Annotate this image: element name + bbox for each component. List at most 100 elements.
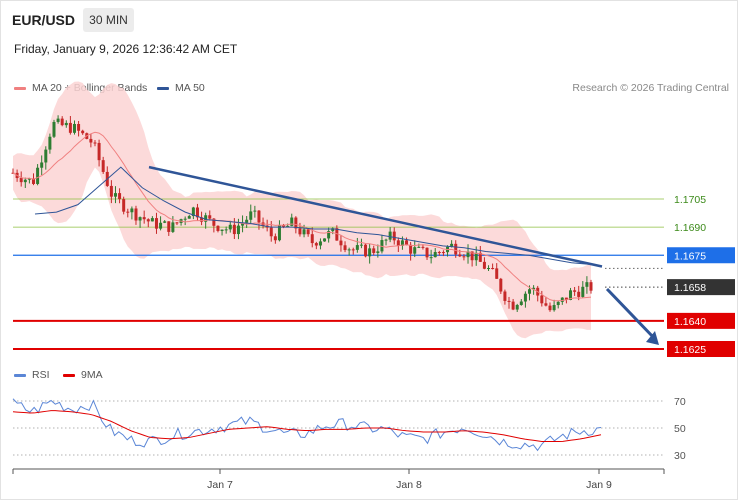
x-tick-label: Jan 9: [586, 479, 612, 491]
candle-body: [72, 123, 76, 133]
candle-body: [294, 217, 298, 229]
candle-body: [109, 185, 113, 197]
candle-body: [515, 304, 519, 310]
candle-body: [314, 243, 318, 246]
candle-body: [232, 224, 236, 235]
candle-body: [437, 252, 441, 254]
candle-body: [228, 224, 232, 230]
candle-body: [413, 247, 417, 254]
candle-body: [191, 207, 195, 217]
candle-body: [487, 268, 491, 270]
ma20-swatch: [14, 86, 26, 90]
candle-body: [249, 211, 253, 220]
candle-body: [220, 229, 224, 231]
candle-body: [19, 178, 23, 183]
candle-body: [60, 118, 64, 126]
candle-body: [376, 251, 380, 253]
candle-body: [462, 256, 466, 258]
candle-body: [163, 221, 167, 223]
candle-body: [286, 225, 290, 227]
candle-body: [122, 199, 126, 212]
candle-body: [257, 210, 261, 223]
candle-body: [183, 218, 187, 220]
credit-text: Research © 2026 Trading Central: [572, 82, 729, 94]
projection-arrow-shaft: [605, 287, 657, 341]
level-label-box-1.1675: [667, 247, 735, 264]
candle-body: [138, 217, 142, 221]
candle-body: [585, 282, 589, 287]
level-label-1.1640: 1.1640: [674, 316, 706, 328]
legend-rsi: RSI: [14, 369, 50, 381]
candle-body: [364, 244, 368, 257]
legend-ma50: MA 50: [157, 82, 205, 94]
level-label-box-1.1640: [667, 312, 735, 329]
timestamp: Friday, January 9, 2026 12:36:42 AM CET: [14, 42, 238, 56]
candle-body: [327, 231, 331, 239]
rsi-swatch: [14, 373, 26, 377]
candle-body: [200, 217, 204, 222]
candle-body: [355, 245, 359, 250]
candle-body: [417, 246, 421, 248]
candle-body: [589, 282, 593, 291]
candle-body: [454, 243, 458, 255]
candle-body: [204, 215, 208, 222]
candle-body: [339, 240, 343, 246]
candle-body: [101, 160, 105, 172]
candle-body: [241, 222, 245, 226]
candle-body: [528, 289, 532, 294]
candle-body: [470, 251, 474, 261]
rsi-ma-line: [12, 410, 602, 442]
candle-body: [36, 167, 40, 184]
candle-body: [573, 290, 577, 292]
ma20-line: [12, 131, 592, 302]
candle-body: [450, 243, 454, 247]
rsi-panel: 70 50 30: [12, 396, 686, 462]
candle-body: [429, 257, 433, 259]
candle-body: [27, 178, 31, 180]
candle-body: [68, 122, 72, 133]
candle-body: [150, 218, 154, 222]
candle-body: [159, 222, 163, 229]
candle-body: [388, 231, 392, 240]
candle-body: [458, 254, 462, 257]
candle-body: [89, 138, 93, 143]
candle-body: [44, 149, 48, 163]
candle-body: [503, 291, 507, 301]
candle-body: [532, 287, 536, 290]
bollinger-band-area: [13, 81, 591, 339]
candle-body: [548, 305, 552, 311]
candle-body: [409, 244, 413, 254]
candle-body: [569, 290, 573, 300]
level-label-box-1.1625: [667, 341, 735, 357]
candle-body: [23, 179, 27, 183]
candle-body: [372, 248, 376, 253]
candle-body: [146, 219, 150, 222]
candle-body: [253, 210, 257, 212]
indicator-lines: [12, 131, 659, 345]
candle-body: [302, 229, 306, 235]
rsi-ma-swatch: [63, 373, 75, 377]
candle-body: [269, 227, 273, 237]
candle-body: [273, 236, 277, 241]
candle-body: [318, 241, 322, 246]
level-label-1.1675: 1.1675: [674, 250, 706, 262]
candle-body: [323, 238, 327, 242]
candle-body: [208, 215, 212, 219]
rsi-level-label-70: 70: [674, 396, 686, 408]
candle-body: [282, 225, 286, 227]
x-tick-label: Jan 8: [396, 479, 422, 491]
candle-body: [540, 295, 544, 304]
candle-body: [491, 268, 495, 270]
symbol-title: EUR/USD: [12, 12, 76, 28]
legend-rsi-ma: 9MA: [63, 369, 103, 381]
x-tick-label: Jan 7: [207, 479, 233, 491]
level-label-1.1625: 1.1625: [674, 344, 706, 356]
candle-body: [577, 291, 581, 297]
timeframe-button[interactable]: 30 MIN: [83, 8, 134, 32]
candle-body: [142, 217, 146, 220]
candle-body: [31, 178, 35, 184]
candle-body: [40, 162, 44, 168]
candle-body: [93, 142, 97, 144]
candle-body: [564, 297, 568, 300]
